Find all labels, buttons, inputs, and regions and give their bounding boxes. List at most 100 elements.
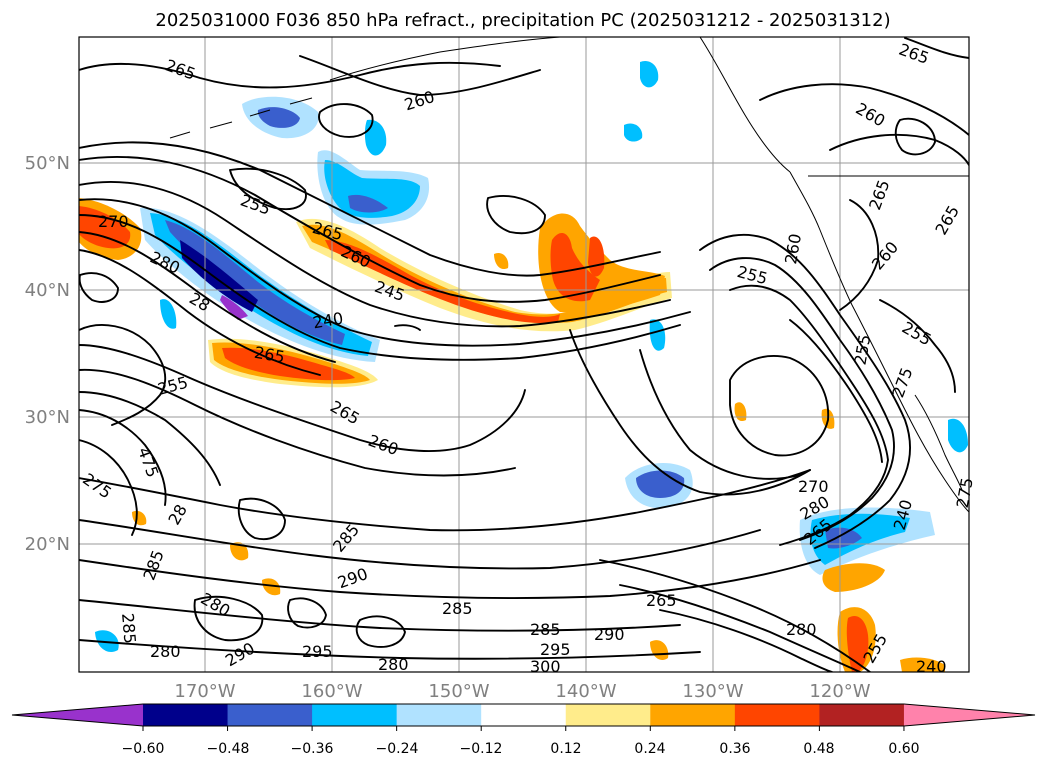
contour-43 <box>79 272 119 303</box>
contour-16 <box>79 469 811 532</box>
contour-8 <box>79 231 336 363</box>
colorbar-segment <box>734 704 820 726</box>
contour-label: 300 <box>530 657 561 676</box>
neg-blob-se-inner <box>825 527 862 549</box>
lon-label: 130°W <box>682 681 743 702</box>
contour-40 <box>355 615 406 648</box>
colorbar-tick-label: 0.36 <box>719 741 750 757</box>
colorbar-segments <box>11 703 1036 727</box>
contour-41 <box>229 167 307 210</box>
colorbar-segment <box>650 704 736 726</box>
contours <box>79 37 969 672</box>
lon-label: 150°W <box>428 681 489 702</box>
colorbar-tick-label: −0.36 <box>291 741 334 757</box>
pos-small-6 <box>494 252 509 270</box>
contour-9 <box>79 249 321 376</box>
pos-small-2 <box>262 578 281 596</box>
contour-23 <box>729 355 830 457</box>
neg-band-west-inner <box>165 220 345 345</box>
contour-31 <box>759 83 969 136</box>
lat-label: 40°N <box>25 280 70 301</box>
contour-6 <box>79 198 691 347</box>
contour-45 <box>394 324 421 331</box>
contour-19 <box>79 599 681 632</box>
colorbar-segment <box>227 704 313 726</box>
contour-1 <box>79 61 501 89</box>
contour-label: 280 <box>786 620 817 639</box>
coastlines <box>169 37 969 513</box>
contour-7 <box>79 214 681 361</box>
contour-35 <box>839 199 880 311</box>
pos-blob-se-2-core <box>846 615 869 672</box>
contour-label: 265 <box>646 591 677 610</box>
pos-small-1 <box>230 542 249 561</box>
neg-blob-sw <box>95 630 119 652</box>
lat-label: 20°N <box>25 534 70 555</box>
map-title: 2025031000 F036 850 hPa refract., precip… <box>155 10 890 31</box>
colorbar-ticks <box>142 726 905 731</box>
contour-18 <box>79 559 821 600</box>
colorbar-tick-label: −0.12 <box>460 741 503 757</box>
contour-12 <box>79 368 516 477</box>
contour-42 <box>486 195 546 235</box>
lat-label: 50°N <box>25 153 70 174</box>
contour-label: 285 <box>530 620 561 639</box>
contour-21 <box>569 329 811 496</box>
map-frame <box>78 36 970 673</box>
neg-blob-north-2-inner <box>348 194 388 213</box>
contour-label: 295 <box>540 640 571 659</box>
neg-blob-n4 <box>624 123 643 142</box>
contour-15 <box>79 439 138 536</box>
contour-39 <box>287 597 327 629</box>
pos-blob-se-1 <box>822 563 885 592</box>
colorbar-tick-label: 0.48 <box>803 741 834 757</box>
contour-3 <box>79 141 661 277</box>
pos-small-4 <box>734 402 747 422</box>
neg-blob-mid-east-core <box>636 470 685 498</box>
contour-5 <box>79 180 671 328</box>
contour-17 <box>79 519 761 570</box>
colorbar-segment <box>12 704 143 726</box>
pos-band-north-core <box>302 224 667 324</box>
contour-14 <box>79 409 167 506</box>
contour-11 <box>79 344 526 452</box>
neg-blob-e2 <box>649 319 666 351</box>
colorbar-segment <box>565 704 651 726</box>
contour-28 <box>599 559 871 672</box>
contour-label: 285 <box>442 599 473 618</box>
neg-band-west-max <box>220 295 248 320</box>
contour-13 <box>79 391 221 486</box>
contour-10 <box>79 324 167 426</box>
contour-label: 270 <box>98 212 129 231</box>
contour-22 <box>639 349 801 480</box>
colorbar-segment <box>481 704 567 726</box>
neg-blob-east-coast <box>948 418 968 453</box>
neg-blob-w1 <box>160 299 177 329</box>
contour-label: 280 <box>150 642 181 661</box>
contour-34 <box>904 37 969 59</box>
contour-label: 280 <box>378 655 409 674</box>
colorbar-tick-label: −0.60 <box>122 741 165 757</box>
lon-label: 160°W <box>301 681 362 702</box>
contour-30 <box>659 609 833 672</box>
colorbar-segment <box>819 704 905 726</box>
contour-4 <box>79 155 661 303</box>
colorbar-tick-label: −0.24 <box>376 741 419 757</box>
colorbar-segment <box>396 704 482 726</box>
colorbar-tick-label: 0.24 <box>634 741 665 757</box>
contour-label: 275 <box>953 476 977 509</box>
contour-25 <box>709 257 895 541</box>
coastline-alaska <box>329 37 791 173</box>
longitude-labels: 170°W 160°W 150°W 140°W 130°W 120°W <box>174 681 870 702</box>
contour-32 <box>829 133 969 166</box>
colorbar-tick-label: 0.12 <box>550 741 581 757</box>
contour-44 <box>318 103 374 138</box>
pos-blob-se-3 <box>900 657 945 672</box>
neg-blob-north-2-core <box>324 160 420 218</box>
coastline-west-coast <box>789 171 969 513</box>
colorbar-labels: −0.60 −0.48 −0.36 −0.24 −0.12 0.12 0.24 … <box>122 741 920 757</box>
contour-26 <box>729 284 889 546</box>
neg-blob-n5 <box>640 60 659 88</box>
colorbar-segment <box>312 704 398 726</box>
